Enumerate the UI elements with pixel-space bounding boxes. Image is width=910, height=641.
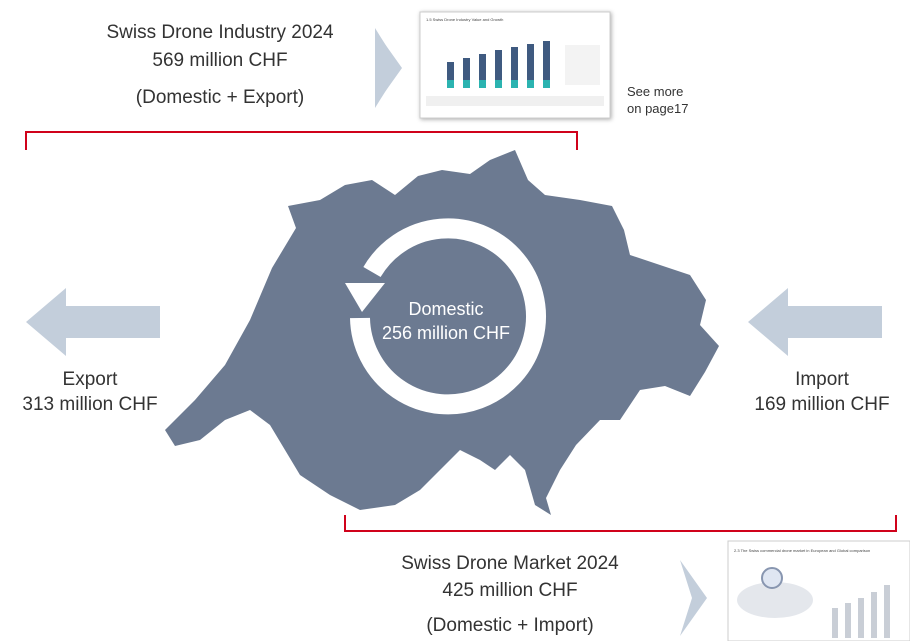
see-more: See more (627, 84, 683, 99)
bracket (345, 515, 896, 531)
market-thumbnail: 2.3 The Swiss commercial drone market in… (728, 541, 910, 641)
market-amount: 425 million CHF (442, 580, 577, 601)
import-arrow (748, 288, 882, 356)
domestic-amount: 256 million CHF (382, 323, 510, 343)
market-title: Swiss Drone Market 2024 (401, 553, 619, 574)
domestic-label: Domestic (408, 299, 483, 319)
thumbnail-title: 2.3 The Swiss commercial drone market in… (734, 548, 870, 553)
import-amount: 169 million CHF (754, 394, 889, 415)
import-label: Import (795, 369, 850, 390)
thumbnail-title: 1.5 Swiss Drone Industry Value and Growt… (426, 17, 503, 22)
bracket (26, 132, 577, 150)
export-arrow (26, 288, 160, 356)
industry-amount: 569 million CHF (152, 50, 287, 71)
industry-composition: (Domestic + Export) (136, 87, 304, 108)
industry-title: Swiss Drone Industry 2024 (106, 22, 333, 43)
export-amount: 313 million CHF (22, 394, 157, 415)
diagram: Swiss Drone Industry 2024 569 million CH… (0, 0, 910, 641)
chevron (680, 560, 707, 636)
industry-thumbnail: 1.5 Swiss Drone Industry Value and Growt… (420, 12, 610, 118)
market-composition: (Domestic + Import) (426, 615, 593, 636)
see-more: on page17 (627, 101, 688, 116)
export-label: Export (63, 369, 119, 390)
